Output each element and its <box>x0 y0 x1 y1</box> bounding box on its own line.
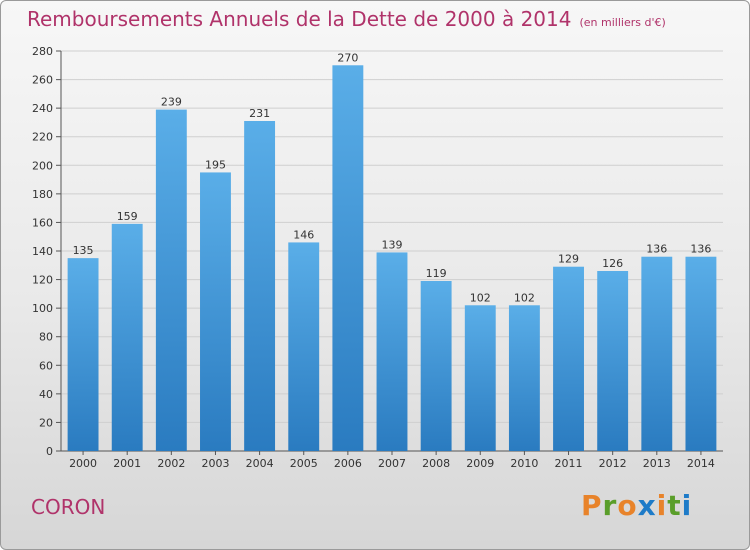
x-tick-label: 2014 <box>687 457 715 470</box>
y-tick-label: 20 <box>39 416 53 429</box>
y-tick-label: 140 <box>32 245 53 258</box>
y-tick-label: 280 <box>32 45 53 58</box>
bar <box>288 242 320 451</box>
logo-letter: o <box>617 489 638 522</box>
data-label: 102 <box>514 291 535 304</box>
y-tick-label: 160 <box>32 216 53 229</box>
data-label: 146 <box>293 228 314 241</box>
logo-letter: i <box>681 489 693 522</box>
x-tick-label: 2001 <box>113 457 141 470</box>
y-tick-label: 180 <box>32 188 53 201</box>
proxiti-logo: Proxiti <box>581 489 692 522</box>
logo-letter: i <box>656 489 668 522</box>
x-tick-label: 2007 <box>378 457 406 470</box>
x-tick-label: 2012 <box>599 457 627 470</box>
place-name: CORON <box>31 495 106 519</box>
logo-letter: r <box>602 489 618 522</box>
bar <box>685 256 717 451</box>
y-tick-label: 0 <box>46 445 53 458</box>
x-tick-label: 2013 <box>643 457 671 470</box>
x-tick-label: 2011 <box>555 457 583 470</box>
data-label: 270 <box>337 51 358 64</box>
bar <box>244 121 276 451</box>
bar <box>464 305 496 451</box>
x-tick-label: 2005 <box>290 457 318 470</box>
logo-letter: t <box>667 489 682 522</box>
y-tick-label: 40 <box>39 388 53 401</box>
bar <box>67 258 99 451</box>
data-label: 159 <box>117 210 138 223</box>
x-tick-label: 2000 <box>69 457 97 470</box>
bar <box>597 271 629 451</box>
data-label: 231 <box>249 107 270 120</box>
data-label: 119 <box>426 267 447 280</box>
chart-subtitle: (en milliers d'€) <box>579 16 666 29</box>
bar <box>332 65 364 452</box>
data-label: 102 <box>470 291 491 304</box>
bar <box>553 266 584 451</box>
y-tick-label: 120 <box>32 274 53 287</box>
data-label: 136 <box>646 243 667 256</box>
x-tick-label: 2010 <box>510 457 538 470</box>
data-label: 139 <box>382 238 403 251</box>
bar <box>200 172 231 451</box>
bars <box>67 65 717 452</box>
bar <box>508 305 540 451</box>
x-tick-label: 2008 <box>422 457 450 470</box>
y-tick-label: 260 <box>32 74 53 87</box>
bar <box>155 109 187 452</box>
logo-letter: x <box>637 489 657 522</box>
labels: 0 20 40 60 80 100 120 140 160 180 200 220 240 260 280 1… <box>32 45 715 470</box>
y-tick-label: 100 <box>32 302 53 315</box>
x-tick-label: 2004 <box>246 457 274 470</box>
x-tick-label: 2002 <box>157 457 185 470</box>
y-tick-label: 240 <box>32 102 53 115</box>
data-label: 239 <box>161 96 182 109</box>
y-tick-label: 80 <box>39 331 53 344</box>
bar <box>420 281 452 451</box>
x-tick-label: 2009 <box>466 457 494 470</box>
y-tick-label: 200 <box>32 159 53 172</box>
x-tick-label: 2003 <box>201 457 229 470</box>
x-tick-label: 2006 <box>334 457 362 470</box>
data-label: 195 <box>205 158 226 171</box>
data-label: 135 <box>73 244 94 257</box>
bar <box>111 223 143 451</box>
data-label: 129 <box>558 253 579 266</box>
chart-title: Remboursements Annuels de la Dette de 20… <box>27 7 666 31</box>
data-label: 136 <box>690 243 711 256</box>
logo-letter: P <box>581 489 603 522</box>
data-label: 126 <box>602 257 623 270</box>
y-tick-label: 220 <box>32 131 53 144</box>
bar <box>376 252 408 451</box>
y-tick-label: 60 <box>39 359 53 372</box>
bar <box>641 256 673 451</box>
